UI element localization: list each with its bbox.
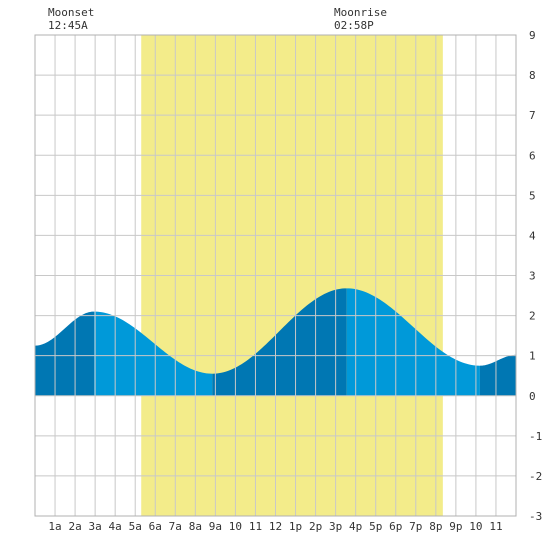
x-tick-label: 2p	[309, 520, 322, 533]
moonset-time: 12:45A	[48, 19, 88, 32]
x-tick-label: 10	[229, 520, 242, 533]
x-tick-label: 5a	[129, 520, 142, 533]
x-tick-label: 1p	[289, 520, 302, 533]
x-tick-label: 12	[269, 520, 282, 533]
y-tick-label: 8	[529, 69, 536, 82]
plot-frame	[34, 34, 517, 517]
y-tick-label: 4	[529, 229, 536, 242]
x-tick-label: 7p	[409, 520, 422, 533]
grid-lines	[35, 34, 516, 517]
x-tick-label: 8p	[429, 520, 442, 533]
y-tick-label: 6	[529, 149, 536, 162]
y-tick-label: 1	[529, 350, 536, 363]
y-tick-label: -1	[529, 430, 542, 443]
x-tick-label: 2a	[68, 520, 81, 533]
x-tick-label: 3p	[329, 520, 342, 533]
x-tick-label: 6p	[389, 520, 402, 533]
moonrise-time: 02:58P	[334, 19, 374, 32]
y-tick-label: 5	[529, 189, 536, 202]
y-tick-label: -2	[529, 470, 542, 483]
tide-rising-segment	[35, 311, 95, 396]
x-tick-label: 5p	[369, 520, 382, 533]
y-tick-label: -3	[529, 510, 542, 523]
x-tick-label: 10	[469, 520, 482, 533]
x-tick-label: 8a	[189, 520, 202, 533]
y-axis-labels: -3 -2 -1 0 1 2 3 4 5 6 7 8 9	[529, 29, 542, 523]
x-tick-label: 11	[489, 520, 502, 533]
x-tick-label: 7a	[169, 520, 182, 533]
tide-falling-segment	[94, 311, 213, 396]
x-tick-label: 9a	[209, 520, 222, 533]
x-tick-label: 9p	[449, 520, 462, 533]
moonset-label: Moonset	[48, 6, 94, 19]
x-tick-label: 11	[249, 520, 262, 533]
y-tick-label: 0	[529, 390, 536, 403]
x-tick-label: 6a	[149, 520, 162, 533]
x-tick-label: 4p	[349, 520, 362, 533]
tide-rising-segment	[479, 354, 516, 396]
x-tick-label: 1a	[48, 520, 61, 533]
y-tick-label: 9	[529, 29, 536, 42]
y-tick-label: 2	[529, 310, 536, 323]
x-axis-labels: 1a 2a 3a 4a 5a 6a 7a 8a 9a 10 11 12 1p 2p 3p 4p 5p 6p 7p 8p…	[48, 520, 502, 533]
x-tick-label: 3a	[89, 520, 102, 533]
y-tick-label: 3	[529, 270, 536, 283]
moonrise-label: Moonrise	[334, 6, 387, 19]
y-tick-label: 7	[529, 109, 536, 122]
x-tick-label: 4a	[109, 520, 122, 533]
